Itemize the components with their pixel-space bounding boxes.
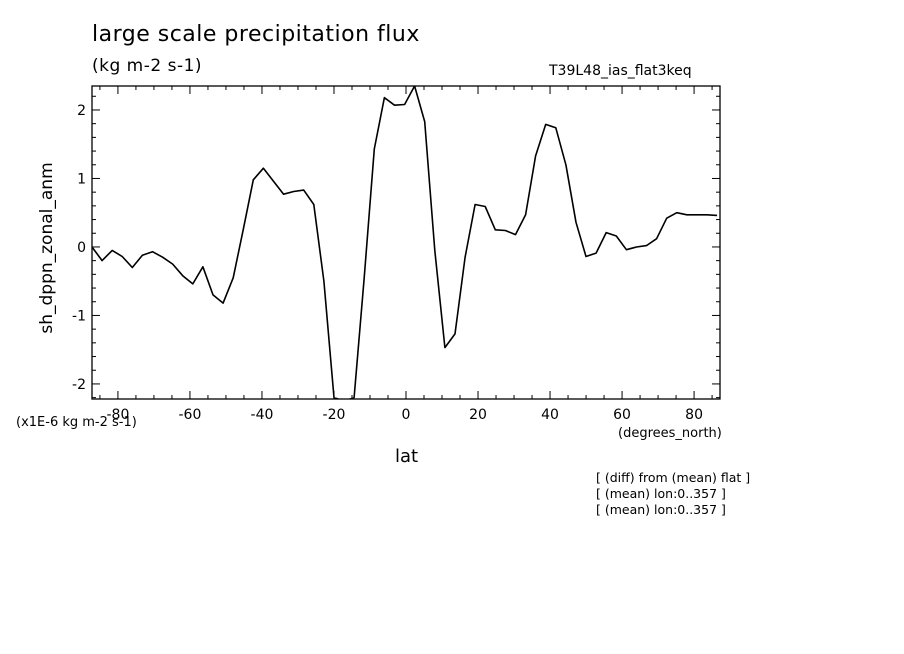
x-tick-label: -80 [106,407,129,423]
x-units-label: (degrees_north) [618,426,722,441]
x-tick-label: 0 [402,407,411,423]
x-tick-label: 80 [685,407,703,423]
x-tick-label: 60 [613,407,631,423]
run-label: T39L48_ias_flat3keq [549,63,692,79]
y-tick-label: 1 [77,171,86,187]
y-tick-label: -2 [72,377,86,393]
x-tick-label: -60 [179,407,202,423]
chart-units: (kg m-2 s-1) [92,56,203,76]
x-tick-label: 20 [469,407,487,423]
series-line [92,86,718,399]
x-tick-label: -40 [251,407,274,423]
chart-title: large scale precipitation flux [92,22,420,47]
plot-frame [91,85,721,400]
tick-labels: -80 -60 -40 -20 0 20 40 60 80 -2 -1 0 1 2 [72,103,703,423]
x-tick-label: 40 [541,407,559,423]
x-tick-label: -20 [323,407,346,423]
note-line: [ (mean) lon:0..357 ] [596,502,726,517]
y-tick-label: 2 [77,103,86,119]
x-axis-label: lat [395,446,419,467]
y-tick-label: -1 [72,308,86,324]
axis-ticks [92,86,720,399]
note-line: [ (diff) from (mean) flat ] [596,470,751,485]
processing-notes: [ (diff) from (mean) flat ] [ (mean) lon… [596,470,750,518]
y-scale-label: (x1E-6 kg m-2 s-1) [16,415,137,430]
note-line: [ (mean) lon:0..357 ] [596,486,726,501]
series-layer [92,86,718,399]
y-tick-label: 0 [77,240,86,256]
